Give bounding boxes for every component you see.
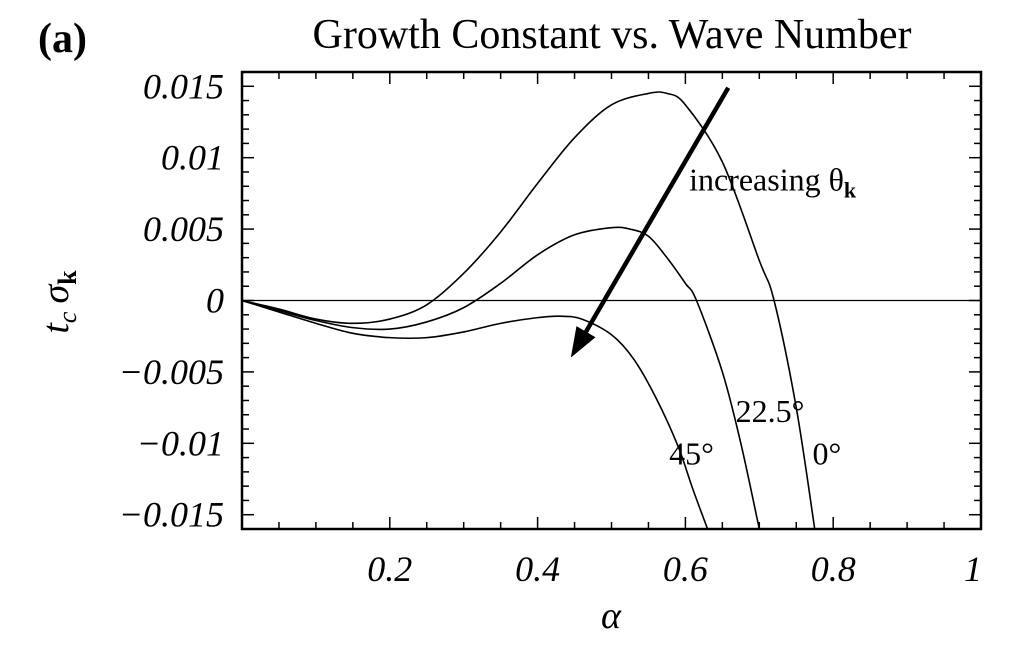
y-label-c: c [53, 311, 82, 323]
x-axis-label: α [601, 595, 622, 637]
curve-label-1: 22.5° [736, 393, 805, 429]
curve-label-2: 45° [669, 436, 714, 472]
x-tick-label: 0.6 [663, 549, 708, 589]
axis-ticks [241, 71, 982, 530]
series-line-2 [242, 299, 709, 529]
x-tick-label: 1 [964, 549, 982, 589]
y-tick-label: 0.01 [161, 138, 224, 178]
x-tick-label: 0.2 [367, 549, 412, 589]
curve-labels: 0°22.5° 45° [669, 393, 841, 472]
x-tick-label: 0.8 [811, 549, 856, 589]
y-label-k: k [53, 270, 82, 285]
y-label-sigma: σ [35, 284, 77, 304]
x-tick-labels: 0.2 0.4 0.6 0.8 1 [367, 549, 982, 589]
y-tick-label: 0 [206, 281, 224, 321]
y-tick-label: −0.01 [137, 423, 224, 463]
annotation-sub: k [844, 178, 857, 203]
annotation-main: increasing θ [689, 162, 844, 198]
x-tick-label: 0.4 [515, 549, 560, 589]
annotation-text: increasing θk [689, 162, 857, 203]
series-line-0 [242, 91, 816, 529]
series-line-1 [242, 226, 761, 529]
y-tick-labels: 0.015 0.01 0.005 0 −0.005 −0.01 −0.015 [119, 66, 224, 534]
series-lines [242, 91, 816, 529]
annotation: increasing θk [570, 86, 857, 358]
chart-title: Growth Constant vs. Wave Number [313, 12, 912, 58]
y-axis-label: tcσk [35, 270, 82, 334]
arrow-head [570, 326, 596, 358]
y-tick-label: 0.015 [143, 66, 224, 106]
y-tick-label: −0.015 [119, 495, 224, 535]
y-tick-label: 0.005 [143, 209, 224, 249]
y-tick-label: −0.005 [119, 352, 224, 392]
panel-label: (a) [38, 16, 87, 62]
curve-label-0: 0° [813, 436, 842, 472]
y-label-t: t [35, 322, 77, 334]
arrow-line [584, 86, 731, 333]
